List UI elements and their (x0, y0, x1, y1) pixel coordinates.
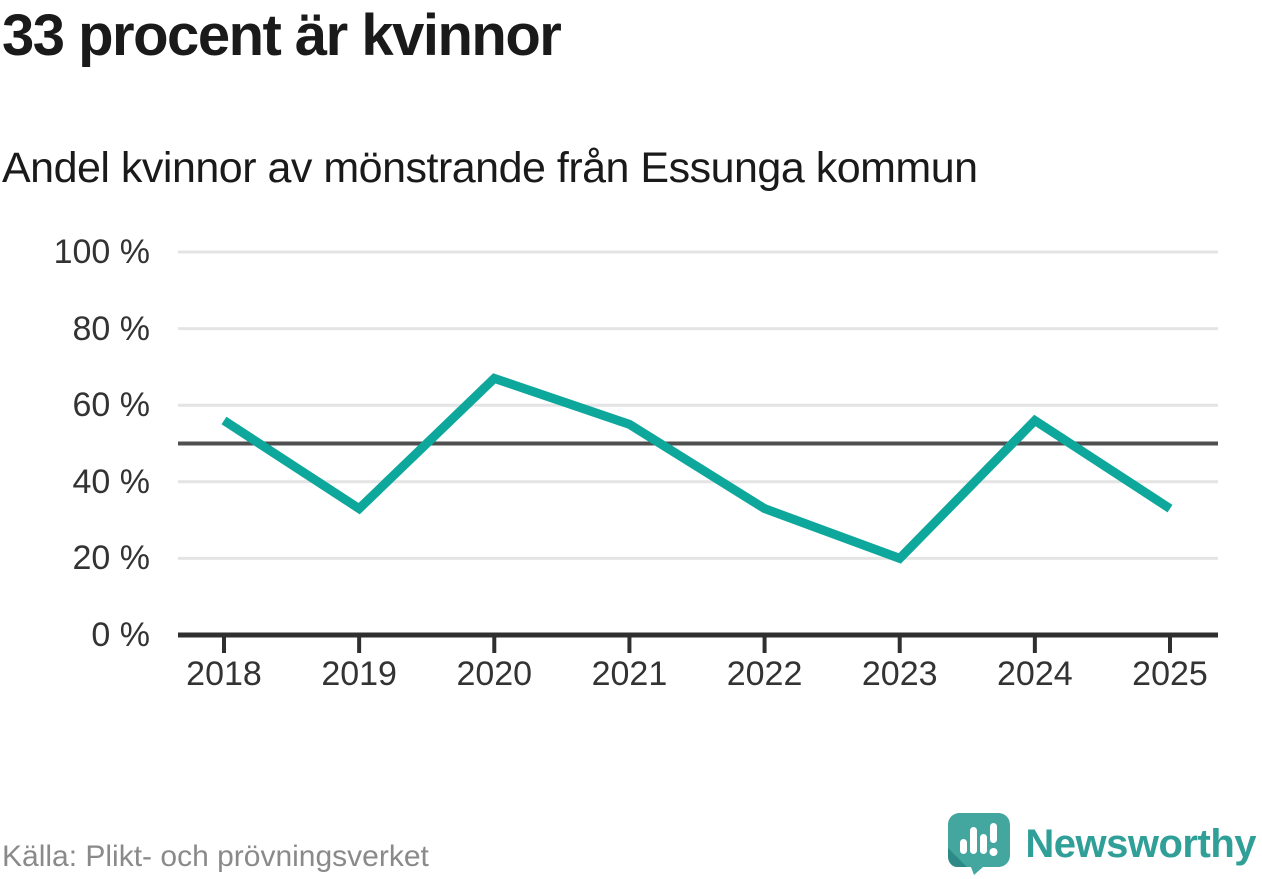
newsworthy-logo-icon (948, 813, 1011, 875)
y-axis-tick-label: 100 % (53, 233, 150, 271)
y-axis-tick-label: 80 % (72, 309, 151, 348)
x-axis-tick-label: 2021 (591, 655, 668, 693)
x-axis-tick-label: 2019 (321, 655, 397, 693)
x-axis-tick-label: 2018 (186, 655, 262, 693)
newsworthy-logo: Newsworthy (947, 812, 1256, 876)
y-axis-tick-label: 0 % (91, 616, 150, 654)
data-line-andel-kvinnor-av-mönstrande (221, 373, 1173, 564)
chart-subtitle: Andel kvinnor av mönstrande från Essunga… (2, 144, 978, 192)
x-axis-tick-label: 2025 (1132, 655, 1208, 693)
chart-title: 33 procent är kvinnor (2, 3, 562, 68)
newsworthy-logo-text: Newsworthy (1025, 821, 1256, 866)
x-axis-tick-label: 2024 (997, 655, 1073, 693)
x-axis-tick-label: 2023 (861, 655, 938, 693)
source-attribution: Källa: Plikt- och prövningsverket (2, 840, 429, 873)
x-axis-tick-label: 2020 (456, 655, 533, 693)
x-axis-tick-label: 2022 (726, 655, 803, 693)
y-axis-tick-label: 60 % (72, 386, 151, 425)
y-axis-tick-label: 40 % (72, 462, 151, 501)
y-axis-tick-label: 20 % (72, 539, 151, 578)
